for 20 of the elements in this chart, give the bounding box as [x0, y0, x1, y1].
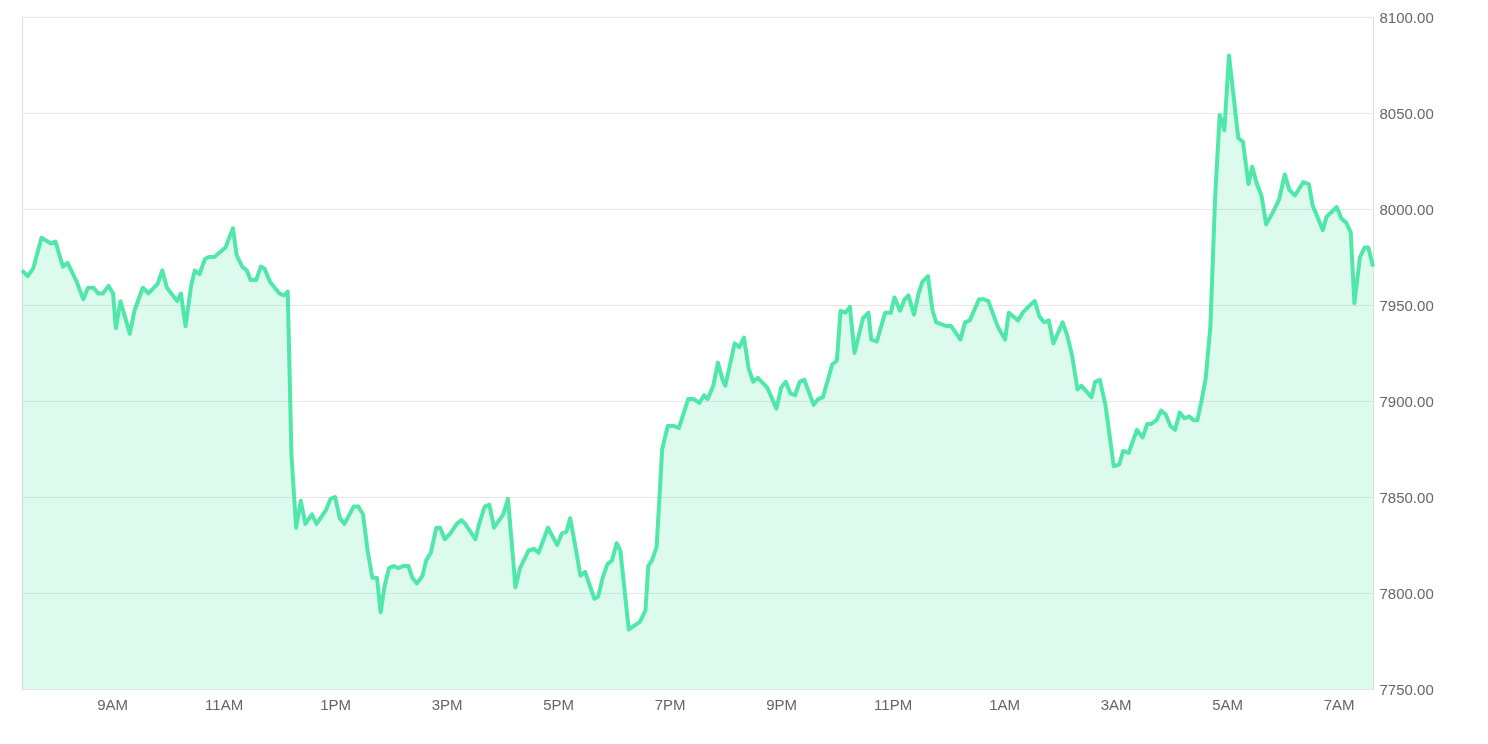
- x-tick-label: 7AM: [1323, 695, 1355, 713]
- y-tick-label: 7800.00: [1379, 584, 1434, 602]
- y-tick-label: 8050.00: [1379, 104, 1434, 122]
- x-tick-label: 11AM: [205, 695, 244, 713]
- x-tick-label: 9AM: [97, 695, 129, 713]
- y-tick-label: 8100.00: [1379, 8, 1434, 26]
- y-tick-label: 7850.00: [1379, 488, 1434, 506]
- y-tick-label: 8000.00: [1379, 200, 1434, 218]
- y-tick-label: 7900.00: [1379, 392, 1434, 410]
- x-tick-label: 9PM: [766, 695, 798, 713]
- y-tick-label: 7750.00: [1379, 680, 1434, 698]
- x-tick-label: 5AM: [1212, 695, 1244, 713]
- x-tick-label: 3AM: [1100, 695, 1132, 713]
- x-tick-label: 7PM: [654, 695, 686, 713]
- x-tick-label: 11PM: [874, 695, 913, 713]
- x-tick-label: 5PM: [543, 695, 575, 713]
- x-tick-label: 3PM: [431, 695, 463, 713]
- y-tick-label: 7950.00: [1379, 296, 1434, 314]
- x-tick-label: 1AM: [989, 695, 1021, 713]
- x-tick-label: 1PM: [320, 695, 352, 713]
